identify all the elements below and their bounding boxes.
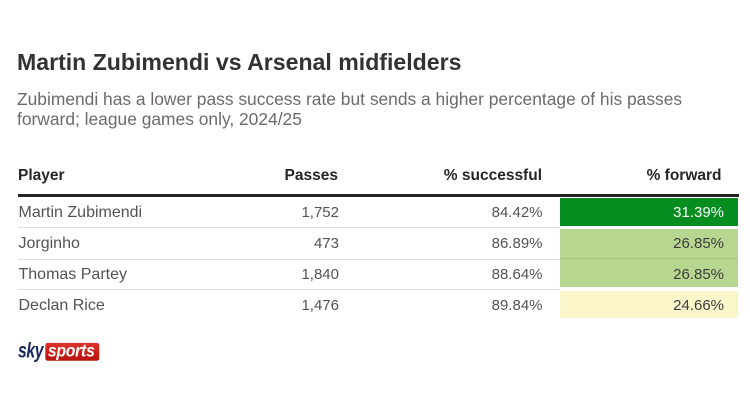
svg-text:sky: sky <box>18 338 45 362</box>
svg-text:sports: sports <box>48 341 95 361</box>
